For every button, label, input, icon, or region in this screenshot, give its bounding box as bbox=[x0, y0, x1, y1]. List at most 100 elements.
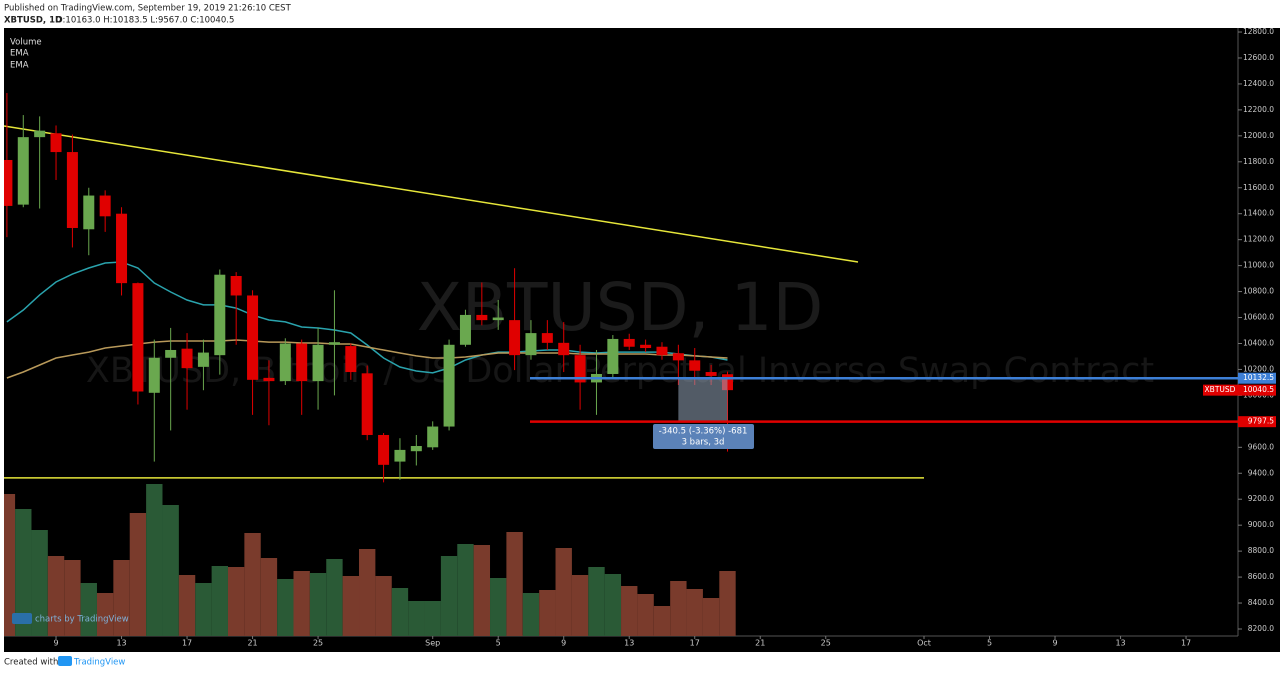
y-tick-label: 12600.0 bbox=[1243, 53, 1274, 62]
candle-body bbox=[640, 344, 652, 349]
volume-bar bbox=[146, 484, 163, 636]
y-tick-label: 8800.0 bbox=[1248, 546, 1274, 555]
x-tick-label: 25 bbox=[313, 639, 323, 648]
candle-body bbox=[509, 320, 521, 356]
candle-body bbox=[230, 276, 242, 296]
plot-area: XBTUSD, 1D XBTUSD, Bitcoin / US Dollar P… bbox=[4, 93, 1154, 636]
candle-body bbox=[83, 195, 95, 230]
candle-body bbox=[66, 152, 78, 228]
volume-bar bbox=[604, 574, 622, 636]
x-tick-label: 13 bbox=[624, 639, 634, 648]
candle-body bbox=[459, 314, 471, 345]
y-tick-label: 10800.0 bbox=[1243, 287, 1274, 296]
volume-bar bbox=[113, 560, 130, 636]
candle-body bbox=[525, 333, 537, 356]
watermark-subtitle: XBTUSD, Bitcoin / US Dollar Perpetual In… bbox=[86, 351, 1154, 391]
volume-bar bbox=[359, 549, 376, 636]
price-label-box bbox=[1238, 416, 1276, 428]
y-tick-label: 12800.0 bbox=[1243, 27, 1274, 36]
watermark: XBTUSD, 1D bbox=[417, 269, 824, 346]
volume-bar bbox=[342, 576, 360, 636]
candle-body bbox=[689, 360, 701, 371]
y-tick-label: 12200.0 bbox=[1243, 105, 1274, 114]
last-price-symbol: XBTUSD bbox=[1205, 385, 1236, 394]
x-tick-label: 17 bbox=[182, 639, 192, 648]
volume-bar bbox=[555, 548, 572, 636]
y-tick-label: 9200.0 bbox=[1248, 494, 1274, 503]
volume-bar bbox=[571, 575, 589, 636]
volume-bar bbox=[15, 509, 32, 636]
last-price-box bbox=[1238, 384, 1276, 396]
volume-bar bbox=[408, 601, 425, 636]
y-tick-label: 11600.0 bbox=[1243, 183, 1274, 192]
volume-bar bbox=[4, 494, 16, 636]
x-tick-label: 21 bbox=[247, 639, 257, 648]
x-tick-label: 9 bbox=[1052, 639, 1057, 648]
measure-box bbox=[678, 378, 728, 422]
volume-bar bbox=[522, 593, 540, 636]
legend-ema: EMA bbox=[10, 49, 29, 59]
candle-body bbox=[476, 314, 488, 321]
y-tick-label: 12000.0 bbox=[1243, 131, 1274, 140]
candle-body bbox=[116, 213, 128, 284]
volume-bar bbox=[47, 556, 65, 636]
volume-bar bbox=[375, 576, 392, 636]
last-price-symbol-box bbox=[1203, 384, 1238, 396]
trend-line bbox=[4, 125, 859, 263]
candle-body bbox=[623, 338, 635, 347]
x-tick-label: Oct bbox=[917, 639, 931, 648]
x-tick-label: 9 bbox=[53, 639, 58, 648]
volume-bar bbox=[80, 583, 97, 636]
measure-label: -340.5 (-3.36%) -681 bbox=[659, 427, 748, 437]
volume-bar bbox=[440, 556, 458, 636]
candle-body bbox=[296, 343, 308, 382]
candle-body bbox=[263, 377, 275, 382]
x-tick-label: 17 bbox=[690, 639, 700, 648]
y-tick-label: 9000.0 bbox=[1248, 520, 1274, 529]
candle-body bbox=[50, 133, 62, 153]
candle-body bbox=[345, 346, 357, 373]
volume-bar bbox=[96, 593, 114, 636]
measure-label: 3 bars, 3d bbox=[682, 438, 725, 448]
candle-body bbox=[574, 355, 586, 383]
candle-body bbox=[214, 274, 226, 356]
legend-volume: Volume bbox=[10, 38, 42, 48]
price-label: 10132.5 bbox=[1243, 373, 1274, 382]
x-tick-label: 21 bbox=[755, 639, 765, 648]
volume-bar bbox=[588, 567, 605, 636]
legend-ema: EMA bbox=[10, 61, 29, 71]
candle-body bbox=[607, 338, 619, 374]
price-label: 9797.5 bbox=[1248, 417, 1274, 426]
y-tick-label: 9400.0 bbox=[1248, 468, 1274, 477]
volume-bar bbox=[686, 589, 703, 636]
candle-body bbox=[312, 344, 324, 382]
volume-bar bbox=[277, 579, 294, 636]
candle-body bbox=[17, 137, 29, 205]
candle-body bbox=[394, 449, 406, 462]
candle-body bbox=[427, 426, 439, 448]
volume-bar bbox=[424, 601, 441, 636]
candle-body bbox=[443, 344, 455, 427]
candle-body bbox=[34, 130, 46, 138]
candle-body bbox=[328, 342, 340, 345]
candle-body bbox=[656, 346, 668, 356]
volume-bar bbox=[326, 559, 343, 636]
y-tick-label: 10200.0 bbox=[1243, 364, 1274, 373]
volume-bar bbox=[621, 586, 638, 636]
candle-body bbox=[492, 317, 504, 321]
volume-bar bbox=[719, 571, 736, 636]
y-tick-label: 9600.0 bbox=[1248, 442, 1274, 451]
y-tick-label: 11000.0 bbox=[1243, 261, 1274, 270]
volume-bar bbox=[195, 583, 212, 636]
candle-body bbox=[197, 352, 209, 367]
y-tick-label: 11200.0 bbox=[1243, 235, 1274, 244]
x-tick-label: 17 bbox=[1181, 639, 1191, 648]
y-tick-label: 8600.0 bbox=[1248, 572, 1274, 581]
candle-body bbox=[558, 342, 570, 356]
candle-body bbox=[148, 357, 160, 393]
volume-bar bbox=[702, 598, 720, 636]
price-label-box bbox=[1238, 372, 1276, 384]
volume-bar bbox=[31, 530, 48, 636]
